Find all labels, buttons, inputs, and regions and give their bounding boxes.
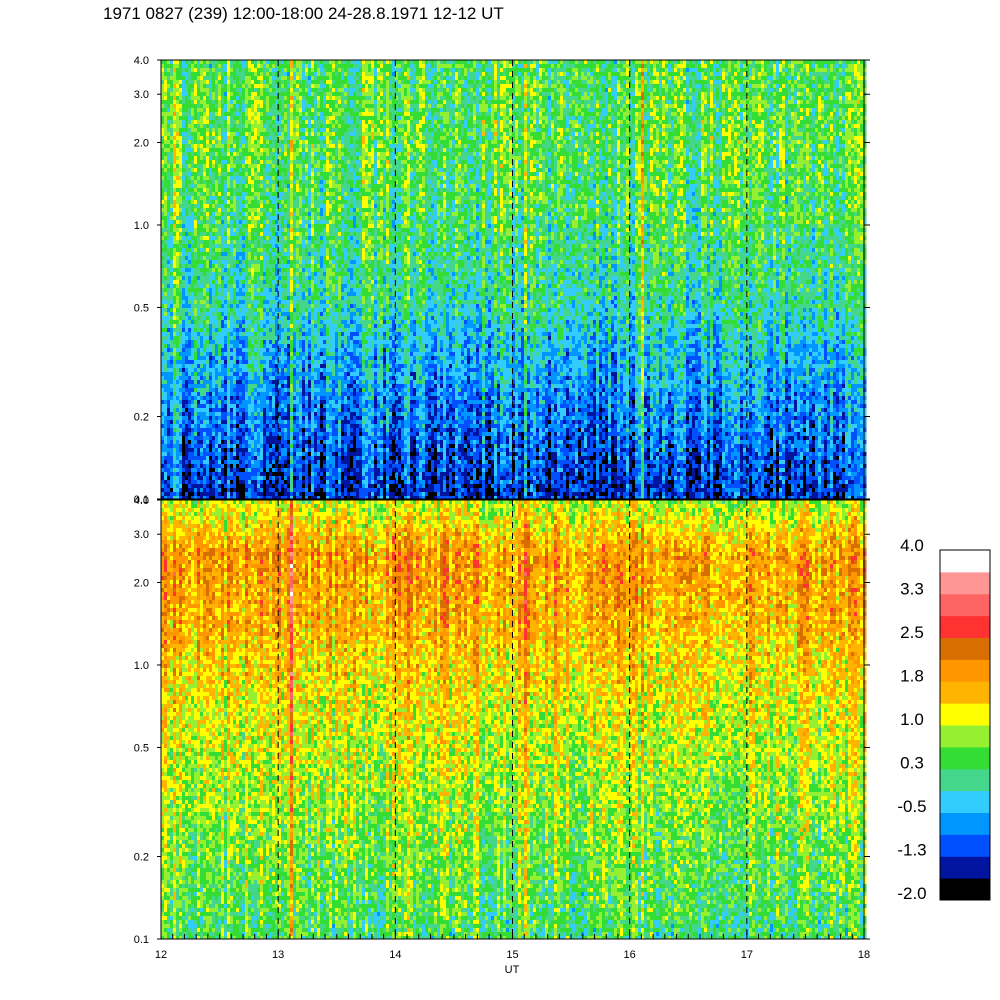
y-tick-label: 3.0 [134, 89, 149, 101]
colorbar-segment [940, 550, 990, 572]
x-tick-label: 15 [506, 949, 518, 961]
colorbar-segment [940, 725, 990, 747]
colorbar-label: 1.8 [900, 667, 924, 686]
colorbar-segment [940, 681, 990, 703]
x-axis-label: UT [505, 964, 520, 976]
colorbar-segment [940, 703, 990, 725]
colorbar-label: -0.5 [897, 797, 926, 816]
y-tick-label: 4.0 [134, 55, 149, 67]
colorbar-segment [940, 747, 990, 769]
y-tick-label: 2.0 [134, 577, 149, 589]
x-tick-label: 14 [389, 949, 401, 961]
x-tick-label: 18 [858, 949, 870, 961]
y-tick-label: 0.1 [134, 934, 149, 946]
colorbar-segment [940, 856, 990, 878]
x-tick-label: 12 [155, 949, 167, 961]
colorbar-segment [940, 834, 990, 856]
y-tick-label: 0.5 [134, 742, 149, 754]
colorbar-label: -2.0 [897, 884, 926, 903]
colorbar-segment [940, 813, 990, 835]
colorbar-label: 4.0 [900, 536, 924, 555]
y-tick-label: 2.0 [134, 137, 149, 149]
colorbar: 4.0 3.3 2.5 1.8 1.0 0.3 -0.5 -1.3 -2.0 [897, 536, 990, 903]
colorbar-label: 1.0 [900, 710, 924, 729]
colorbar-segment [940, 659, 990, 681]
y-tick-label: 1.0 [134, 220, 149, 232]
colorbar-label: -1.3 [897, 841, 926, 860]
colorbar-segment [940, 791, 990, 813]
x-tick-label: 13 [272, 949, 284, 961]
y-tick-label: 0.5 [134, 302, 149, 314]
colorbar-segment [940, 594, 990, 616]
colorbar-segment [940, 769, 990, 791]
colorbar-segment [940, 572, 990, 594]
spectrogram-panel-top [161, 60, 866, 499]
spectrogram-panel-bottom [161, 500, 866, 939]
y-tick-label: 3.0 [134, 529, 149, 541]
colorbar-segment [940, 616, 990, 638]
y-tick-label: 1.0 [134, 660, 149, 672]
colorbar-label: 2.5 [900, 623, 924, 642]
y-tick-label: 4.0 [134, 495, 149, 507]
y-tick-label: 0.2 [134, 412, 149, 424]
colorbar-label: 3.3 [900, 580, 924, 599]
x-tick-label: 17 [741, 949, 753, 961]
x-tick-label: 16 [624, 949, 636, 961]
colorbar-segment [940, 638, 990, 660]
colorbar-segment [940, 878, 990, 900]
colorbar-label: 0.3 [900, 754, 924, 773]
y-tick-label: 0.2 [134, 852, 149, 864]
